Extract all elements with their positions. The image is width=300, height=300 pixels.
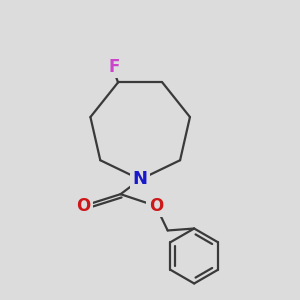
Text: F: F bbox=[108, 58, 120, 76]
Text: O: O bbox=[76, 197, 90, 215]
Text: O: O bbox=[149, 197, 163, 215]
Text: N: N bbox=[133, 170, 148, 188]
